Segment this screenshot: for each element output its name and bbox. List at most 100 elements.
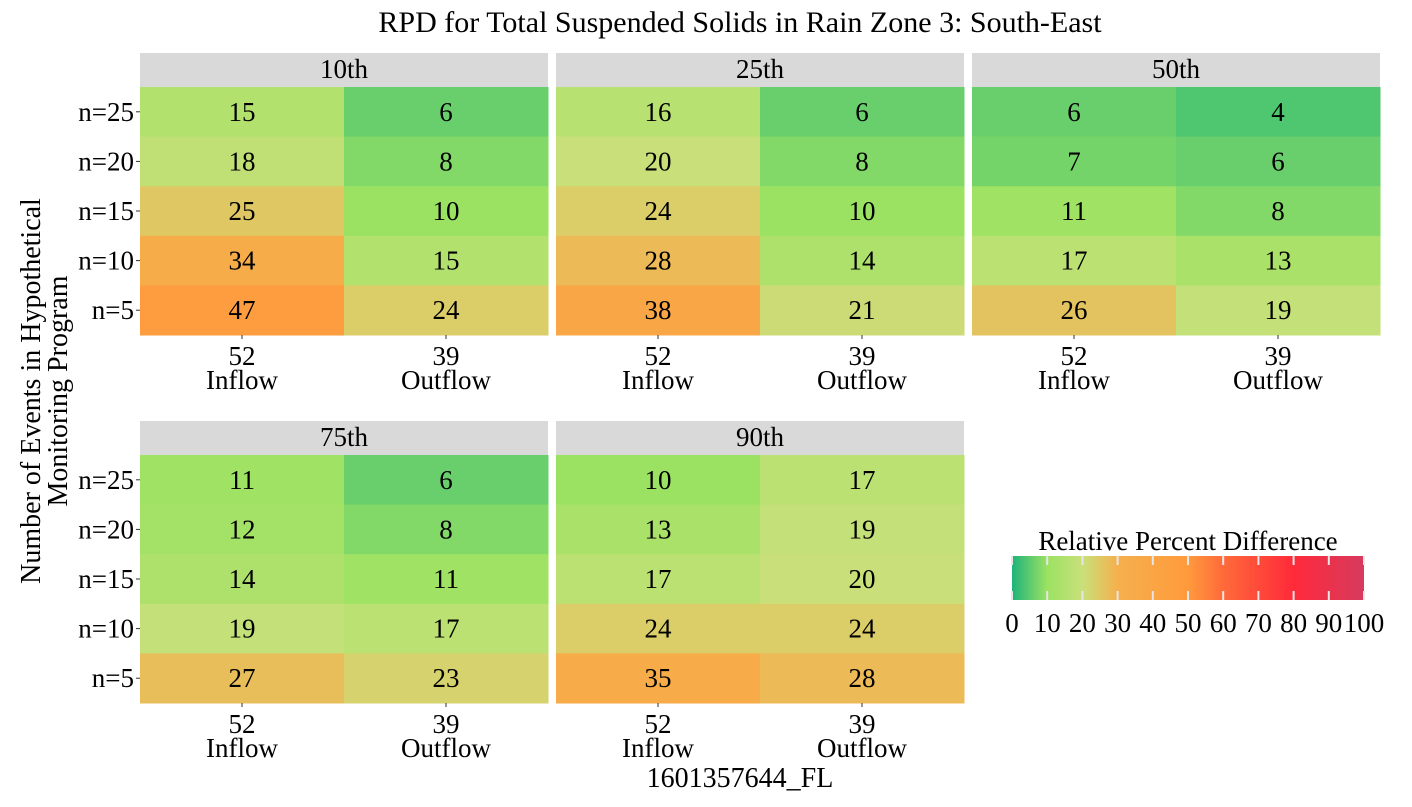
- x-tick-label: Inflow: [1038, 365, 1110, 395]
- heatmap-cell: [556, 504, 761, 555]
- cell-value-label: 24: [645, 196, 673, 226]
- legend-tick-label: 90: [1315, 608, 1342, 638]
- legend-tick-label: 20: [1069, 608, 1096, 638]
- x-tick-count-label: 52: [645, 709, 672, 739]
- cell-value-label: 34: [229, 246, 257, 276]
- facet-panel-10th: 10th 15 6 18 8 25 10 34 15 47 24 n=25 n=20 n=15 n=10 n=…: [78, 53, 549, 395]
- heatmap-cell: [760, 285, 965, 336]
- x-axis-title: 1601357644_FL: [647, 763, 834, 794]
- cell-value-label: 27: [229, 663, 256, 693]
- heatmap-cell: [760, 504, 965, 555]
- heatmap-cell: [344, 136, 549, 187]
- heatmap-cell: [344, 455, 549, 506]
- x-tick-label: Inflow: [622, 733, 694, 763]
- heatmap-cell: [972, 136, 1177, 187]
- cell-value-label: 15: [229, 97, 256, 127]
- heatmap-cell: [344, 87, 549, 138]
- heatmap-cell: [140, 554, 345, 605]
- heatmap-cell: [344, 504, 549, 555]
- cell-value-label: 28: [849, 663, 876, 693]
- cell-value-label: 20: [645, 146, 672, 176]
- cell-value-label: 17: [849, 465, 876, 495]
- x-tick-count-label: 52: [229, 341, 256, 371]
- heatmap-cell: [344, 186, 549, 237]
- heatmap-cell: [556, 554, 761, 605]
- heatmap-cell: [344, 653, 549, 704]
- x-tick-label: Outflow: [401, 733, 491, 763]
- cell-value-label: 11: [229, 465, 255, 495]
- cell-value-label: 25: [229, 196, 256, 226]
- heatmap-cell: [760, 554, 965, 605]
- heatmap-cell: [760, 87, 965, 138]
- facet-strip-label: 50th: [1152, 54, 1201, 84]
- facet-strip-label: 90th: [736, 422, 785, 452]
- heatmap-cell: [344, 235, 549, 286]
- heatmap-cell: [760, 603, 965, 654]
- cell-value-label: 14: [229, 564, 257, 594]
- x-tick-label: Outflow: [1233, 365, 1323, 395]
- x-tick-label: Outflow: [401, 365, 491, 395]
- heatmap-cell: [760, 136, 965, 187]
- cell-value-label: 13: [645, 514, 672, 544]
- x-tick-count-label: 39: [433, 341, 460, 371]
- heatmap-cell: [1176, 87, 1381, 138]
- cell-value-label: 13: [1265, 246, 1292, 276]
- heatmap-cell: [1176, 235, 1381, 286]
- x-tick-label: Outflow: [817, 365, 907, 395]
- cell-value-label: 6: [439, 97, 453, 127]
- heatmap-cell: [556, 603, 761, 654]
- cell-value-label: 47: [229, 295, 256, 325]
- x-tick-count-label: 52: [1061, 341, 1088, 371]
- heatmap-cell: [556, 235, 761, 286]
- cell-value-label: 10: [433, 196, 460, 226]
- chart-title: RPD for Total Suspended Solids in Rain Z…: [378, 6, 1102, 39]
- facet-strip-label: 25th: [736, 54, 785, 84]
- heatmap-cell: [344, 285, 549, 336]
- cell-value-label: 17: [433, 614, 460, 644]
- x-tick-label: Inflow: [622, 365, 694, 395]
- cell-value-label: 8: [439, 514, 453, 544]
- heatmap-cell: [140, 455, 345, 506]
- heatmap-cell: [344, 603, 549, 654]
- cell-value-label: 10: [849, 196, 876, 226]
- cell-value-label: 19: [229, 614, 256, 644]
- heatmap-cell: [760, 455, 965, 506]
- legend-tick-label: 30: [1104, 608, 1131, 638]
- x-tick-label: Inflow: [206, 733, 278, 763]
- facet-strip: [556, 53, 964, 87]
- x-tick-count-label: 39: [849, 341, 876, 371]
- y-tick-label: n=5: [92, 663, 134, 693]
- facet-strip: [972, 53, 1380, 87]
- legend-tick-label: 60: [1210, 608, 1237, 638]
- legend-tick-label: 80: [1280, 608, 1307, 638]
- heatmap-cell: [972, 87, 1177, 138]
- x-tick-count-label: 39: [433, 709, 460, 739]
- heatmap-cell: [140, 603, 345, 654]
- cell-value-label: 26: [1061, 295, 1088, 325]
- heatmap-cell: [344, 554, 549, 605]
- y-axis-title-line: Number of Events in Hypothetical: [16, 198, 47, 584]
- cell-value-label: 14: [849, 246, 877, 276]
- cell-value-label: 19: [1265, 295, 1292, 325]
- facet-strip: [140, 421, 548, 455]
- x-tick-count-label: 39: [1265, 341, 1292, 371]
- cell-value-label: 15: [433, 246, 460, 276]
- y-axis-title: Number of Events in HypotheticalMonitori…: [16, 198, 74, 584]
- x-tick-label: Inflow: [206, 365, 278, 395]
- x-tick-count-label: 39: [849, 709, 876, 739]
- legend-tick-label: 40: [1139, 608, 1166, 638]
- heatmap-cell: [140, 653, 345, 704]
- heatmap-cell: [556, 455, 761, 506]
- cell-value-label: 18: [229, 146, 256, 176]
- heatmap-cell: [972, 285, 1177, 336]
- cell-value-label: 6: [439, 465, 453, 495]
- legend-title: Relative Percent Difference: [1038, 526, 1337, 556]
- facet-strip: [140, 53, 548, 87]
- heatmap-cell: [760, 235, 965, 286]
- cell-value-label: 23: [433, 663, 460, 693]
- heatmap-cell: [1176, 136, 1381, 187]
